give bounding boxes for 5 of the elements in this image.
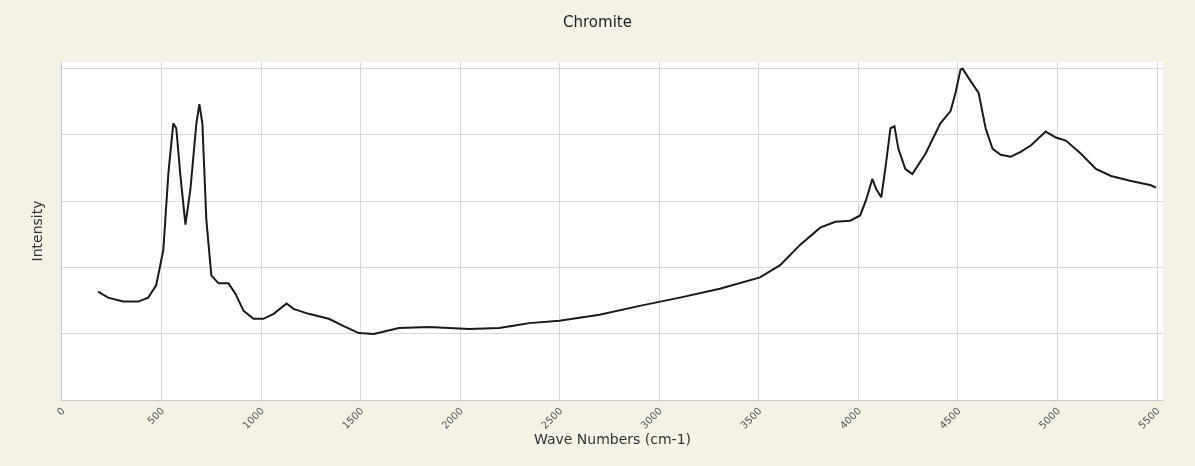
y-axis-title: Intensity [28,200,45,262]
x-tick-label: 500 [145,405,167,427]
x-axis-title: Wave Numbers (cm-1) [533,431,692,448]
chart-title: Chromite [563,12,632,31]
x-tick-label: 0 [54,405,67,418]
